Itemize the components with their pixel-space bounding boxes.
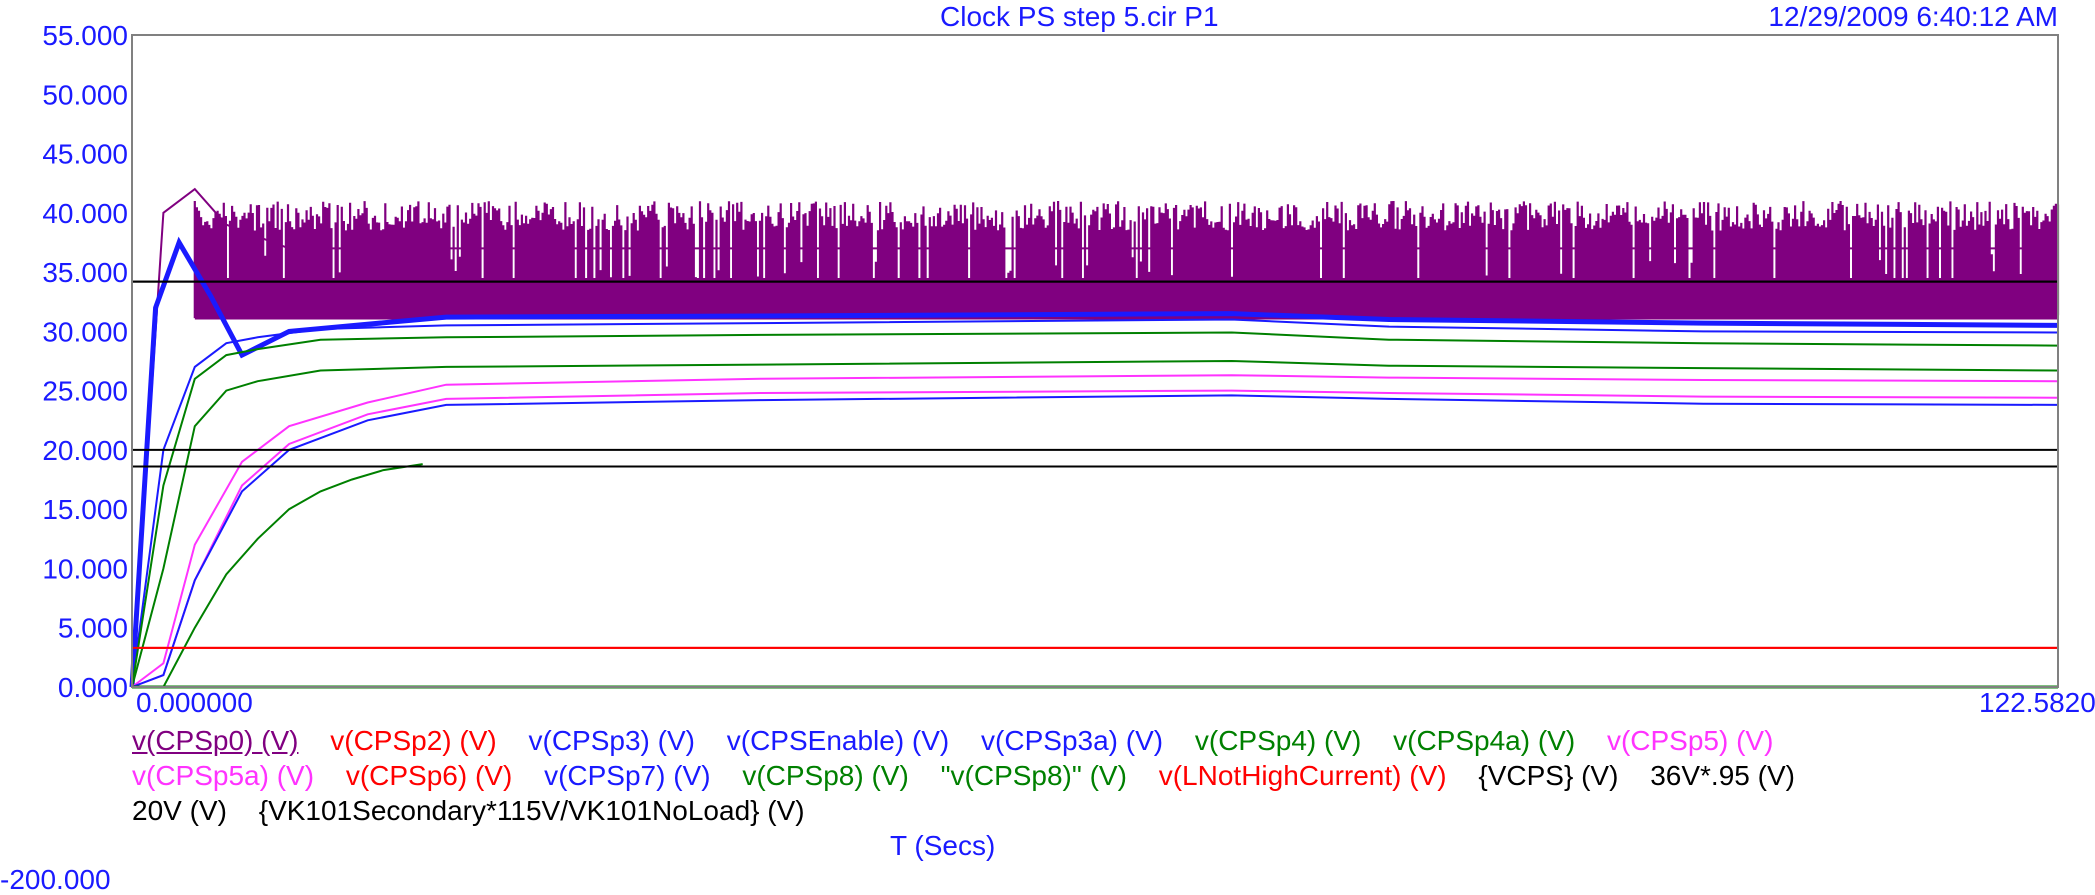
legend-row-3: 20V (V) {VK101Secondary*115V/VK101NoLoad…	[132, 793, 2082, 828]
legend-item-vk101: {VK101Secondary*115V/VK101NoLoad} (V)	[258, 795, 805, 826]
y-tick-label: 55.000	[42, 20, 128, 51]
y-tick-label: 45.000	[42, 139, 128, 170]
x-axis-label: T (Secs)	[890, 830, 996, 861]
y-axis-ticks: 0.000 5.000 10.000 15.000 20.000 25.000 30.000…	[42, 20, 128, 703]
legend-row-1: v(CPSp0) (V) v(CPSp2) (V) v(CPSp3) (V) v…	[132, 723, 2082, 758]
legend-item-cpsp3a: v(CPSp3a) (V)	[981, 725, 1164, 756]
legend-item-cpsp5: v(CPSp5) (V)	[1606, 725, 1774, 756]
series-line-10	[131, 394, 2059, 688]
y-tick-label: 20.000	[42, 435, 128, 466]
series-line-7	[131, 374, 2059, 688]
legend-row-2: v(CPSp5a) (V) v(CPSp6) (V) v(CPSp7) (V) …	[132, 758, 2082, 793]
y-tick-label: 15.000	[42, 494, 128, 525]
x-tick-label-end: 122.5820	[1979, 687, 2095, 718]
y-tick-label: 10.000	[42, 553, 128, 584]
series-layer	[129, 187, 2060, 689]
y-tick-label: 5.000	[58, 613, 128, 644]
chart-timestamp: 12/29/2009 6:40:12 AM	[1768, 1, 2058, 32]
legend-item-cpsp4a: v(CPSp4a) (V)	[1393, 725, 1576, 756]
series-line-11	[132, 463, 423, 688]
series-line-0	[131, 187, 2058, 688]
x-tick-label-start: 0.000000	[136, 687, 253, 718]
legend-item-cpsp5a: v(CPSp5a) (V)	[132, 760, 315, 791]
y-tick-label: 35.000	[42, 257, 128, 288]
y-tick-label: 40.000	[42, 198, 128, 229]
legend-item-cpsenable: v(CPSEnable) (V)	[726, 725, 950, 756]
series-line-5	[131, 331, 2059, 688]
y-tick-label: 25.000	[42, 376, 128, 407]
series-line-4	[131, 318, 2059, 688]
legend-item-cpsp0: v(CPSp0) (V)	[132, 725, 299, 756]
series-line-8	[131, 389, 2059, 688]
legend-item-lnothighcurrent: v(LNotHighCurrent) (V)	[1158, 760, 1447, 791]
legend: v(CPSp0) (V) v(CPSp2) (V) v(CPSp3) (V) v…	[132, 723, 2082, 828]
y-tick-label: 50.000	[42, 79, 128, 110]
y-tick-label: 0.000	[58, 672, 128, 703]
legend-item-cpsp2: v(CPSp2) (V)	[330, 725, 497, 756]
series-line-3	[129, 236, 2059, 688]
legend-item-cpsp7: v(CPSp7) (V)	[544, 760, 711, 791]
chart-title: Clock PS step 5.cir P1	[940, 1, 1219, 32]
bottom-cut-text: -200.000	[0, 864, 111, 895]
legend-item-cpsp6: v(CPSp6) (V)	[345, 760, 513, 791]
legend-item-cpsp8-quoted: "v(CPSp8)" (V)	[940, 760, 1127, 791]
legend-item-cpsp4: v(CPSp4) (V)	[1194, 725, 1362, 756]
y-tick-label: 30.000	[42, 316, 128, 347]
legend-item-cpsp3: v(CPSp3) (V)	[528, 725, 695, 756]
plot-frame	[131, 34, 2059, 688]
legend-item-20v: 20V (V)	[132, 795, 227, 826]
legend-item-vcps: {VCPS} (V)	[1478, 760, 1619, 791]
legend-item-cpsp8: v(CPSp8) (V)	[742, 760, 909, 791]
legend-item-36v: 36V*.95 (V)	[1650, 760, 1795, 791]
